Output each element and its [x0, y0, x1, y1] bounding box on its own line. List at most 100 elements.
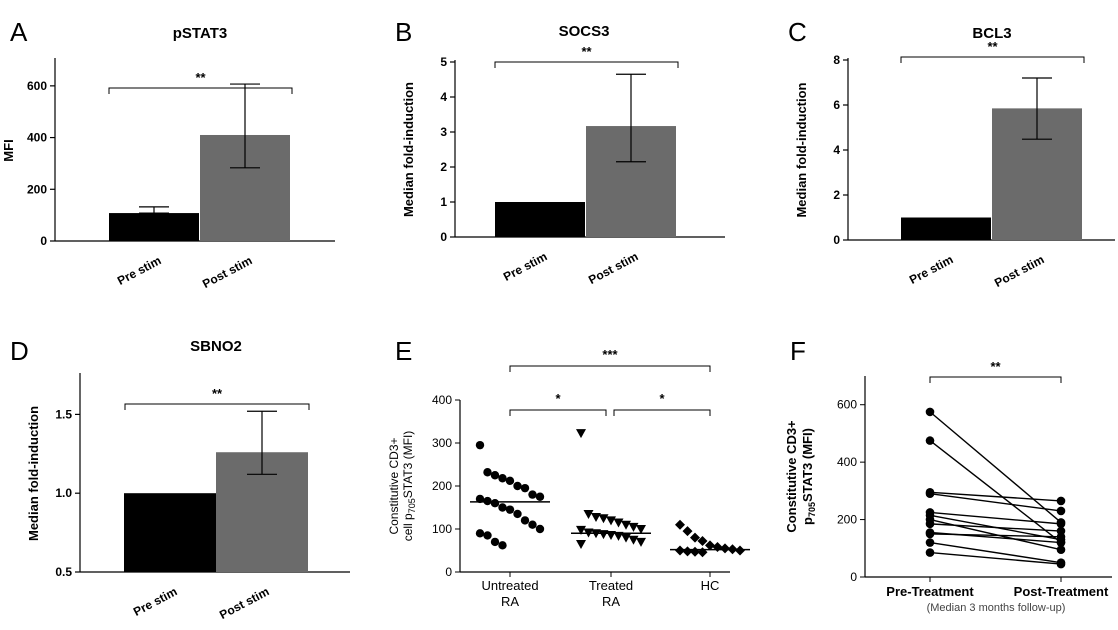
y-tick-label-b-3: 3: [440, 125, 447, 139]
data-point-e-2-1: [682, 526, 693, 537]
data-point-e-0-2: [490, 471, 500, 480]
y-axis-label-a: MFI: [1, 139, 16, 161]
x-tick-label-e-1-line2: RA: [602, 594, 620, 609]
y-tick-label-e-4: 400: [432, 393, 452, 407]
y-tick-label-b-5: 5: [440, 55, 447, 69]
y-tick-label-b-0: 0: [440, 230, 447, 244]
data-point-e-0-3: [498, 474, 507, 483]
data-point-e-0-13: [505, 505, 515, 514]
significance-bracket-c: [900, 56, 1085, 63]
data-point-e-2-0: [675, 519, 685, 530]
pair-line-f-11: [929, 551, 1062, 565]
y-axis-label-b: Median fold-induction: [401, 82, 416, 217]
y-tick-label-c-0: 0: [833, 233, 840, 247]
y-tick-label-f-2: 400: [837, 455, 857, 469]
pair-line-f-3: [929, 493, 1062, 512]
significance-label-f: **: [990, 359, 1001, 374]
data-point-e-2-3: [697, 536, 708, 547]
x-tick-label-a-0: Pre stim: [115, 253, 163, 288]
data-point-f-post-4: [1056, 519, 1066, 529]
data-point-e-2-12: [697, 547, 708, 558]
y-axis-label-e-line1: Constitutive CD3+: [387, 437, 401, 534]
y-tick-label-f-0: 0: [850, 570, 857, 584]
data-point-e-0-16: [528, 520, 537, 529]
data-point-f-post-6: [1056, 545, 1066, 555]
data-point-e-1-15: [621, 533, 631, 543]
data-point-e-0-17: [535, 524, 545, 534]
pair-line-f-9: [929, 533, 1062, 538]
data-point-e-1-17: [636, 537, 646, 547]
panel-label-e: E: [395, 336, 412, 366]
y-axis-label-c: Median fold-induction: [794, 82, 809, 217]
data-point-e-0-11: [490, 499, 500, 508]
data-point-e-1-8: [636, 525, 646, 534]
significance-label-b: **: [581, 44, 592, 59]
significance-label-e-1: *: [555, 391, 561, 406]
data-point-e-0-6: [520, 483, 530, 493]
data-point-e-0-21: [498, 541, 507, 550]
pair-line-f-1: [929, 440, 1062, 544]
y-tick-label-a-3: 600: [27, 79, 47, 93]
data-point-e-0-19: [483, 531, 492, 540]
x-tick-label-e-0-line1: Untreated: [481, 578, 538, 593]
data-point-e-1-16: [628, 535, 639, 545]
y-tick-label-c-2: 4: [833, 143, 840, 157]
data-point-e-0-5: [513, 481, 522, 491]
bar-c-0: [901, 217, 991, 240]
pair-line-f-2: [929, 491, 1062, 502]
data-point-e-0-1: [483, 468, 492, 477]
data-point-e-0-12: [498, 503, 507, 512]
significance-label-e-2: *: [659, 391, 665, 406]
panel-label-c: C: [788, 17, 807, 47]
bar-d-0: [124, 493, 216, 572]
data-point-e-0-0: [475, 440, 485, 450]
bar-b-0: [495, 202, 585, 237]
y-tick-label-a-1: 200: [27, 182, 47, 196]
y-tick-label-d-2: 1.5: [55, 407, 72, 421]
data-point-e-1-2: [591, 512, 601, 522]
data-point-f-post-3: [1056, 506, 1066, 516]
data-point-f-pre-0: [925, 407, 935, 417]
pair-line-f-4: [929, 511, 1062, 525]
data-point-e-1-18: [576, 540, 586, 550]
panel-label-f: F: [790, 336, 806, 366]
data-point-e-0-9: [475, 494, 485, 504]
data-point-e-0-20: [490, 537, 500, 547]
data-point-e-1-9: [576, 525, 586, 535]
data-point-e-1-4: [606, 516, 616, 526]
data-point-e-1-3: [598, 514, 609, 524]
chart-title-d: SBNO2: [190, 338, 242, 355]
x-tick-label-e-2-line1: HC: [701, 578, 720, 593]
significance-bracket-b: [494, 61, 679, 68]
y-tick-label-b-1: 1: [440, 195, 447, 209]
panel-label-b: B: [395, 17, 412, 47]
data-point-e-1-7: [628, 522, 639, 532]
significance-bracket-f: [929, 376, 1062, 383]
y-tick-label-d-1: 1.0: [55, 486, 72, 500]
data-point-e-0-18: [475, 529, 485, 538]
data-point-e-2-5: [712, 542, 723, 553]
data-point-e-0-4: [505, 476, 515, 486]
x-tick-label-f-0: Pre-Treatment: [886, 584, 974, 599]
y-tick-label-b-4: 4: [440, 90, 447, 104]
data-point-e-2-6: [720, 543, 730, 554]
chart-title-c: BCL3: [972, 25, 1011, 42]
x-tick-label-c-1: Post stim: [992, 252, 1046, 290]
y-tick-label-e-0: 0: [445, 565, 452, 579]
data-point-f-post-2: [1056, 496, 1066, 506]
y-tick-label-c-4: 8: [833, 53, 840, 67]
data-point-e-2-8: [735, 545, 745, 556]
significance-label-d: **: [212, 386, 223, 401]
data-point-e-2-2: [690, 532, 700, 543]
chart-title-b: SOCS3: [559, 23, 610, 40]
data-point-f-pre-11: [925, 548, 935, 557]
x-tick-label-d-1: Post stim: [217, 584, 271, 622]
significance-bracket-e-2: [613, 409, 711, 416]
x-tick-label-e-0-line2: RA: [501, 594, 519, 609]
y-tick-label-b-2: 2: [440, 160, 447, 174]
y-axis-label-f-line1: Constitutive CD3+: [784, 420, 799, 533]
bar-a-0: [109, 213, 199, 241]
x-tick-label-e-1-line1: Treated: [589, 578, 633, 593]
